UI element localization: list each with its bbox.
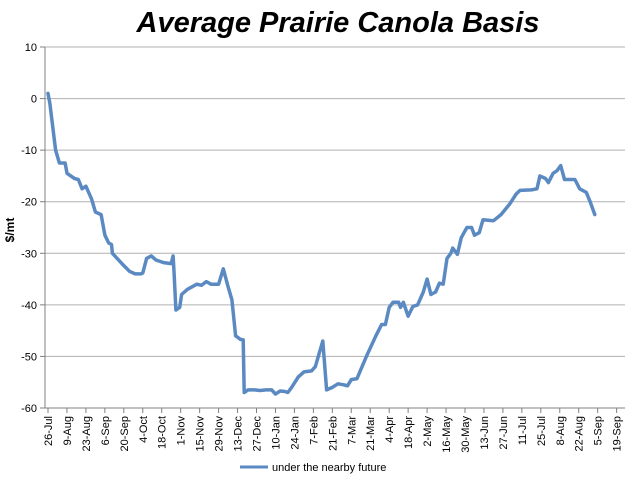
x-tick-label: 13-Dec: [233, 416, 245, 452]
y-tick-label: -60: [21, 403, 37, 415]
x-tick-label: 23-Aug: [81, 416, 93, 451]
y-tick-label: -40: [21, 300, 37, 312]
x-tick-label: 18-Apr: [403, 416, 415, 449]
x-tick-label: 16-May: [441, 416, 453, 453]
x-tick-label: 4-Oct: [138, 416, 150, 443]
x-tick-label: 4-Apr: [384, 416, 396, 443]
chart-title: Average Prairie Canola Basis: [136, 7, 540, 39]
x-axis: 26-Jul 9-Aug 23-Aug 6-Sep 20-Sep 4-Oct 18-Oct 1…: [43, 407, 625, 453]
x-tick-label: 11-Jul: [517, 416, 529, 445]
x-tick-label: 5-Sep: [593, 416, 605, 445]
x-tick-label: 18-Oct: [157, 416, 169, 449]
x-tick-label: 29-Nov: [214, 416, 226, 452]
legend-label: under the nearby future: [272, 462, 386, 474]
y-tick-label: -50: [21, 351, 37, 363]
legend: under the nearby future: [240, 462, 386, 474]
x-tick-label: 10-Jan: [270, 416, 282, 450]
y-tick-label: -20: [21, 197, 37, 209]
series-line: [46, 91, 597, 396]
x-tick-label: 25-Jul: [536, 416, 548, 446]
x-tick-label: 2-May: [422, 416, 434, 447]
x-tick-label: 21-Mar: [365, 416, 377, 451]
y-tick-label: -10: [21, 145, 37, 157]
x-tick-label: 19-Sep: [612, 416, 624, 451]
x-tick-label: 27-Jun: [498, 416, 510, 450]
y-tick-label: -30: [21, 248, 37, 260]
x-tick-label: 24-Jan: [289, 416, 301, 450]
x-tick-label: 22-Aug: [574, 416, 586, 451]
x-tick-label: 15-Nov: [195, 416, 207, 452]
x-tick-label: 30-May: [460, 416, 472, 453]
x-tick-label: 27-Dec: [251, 416, 263, 452]
x-tick-label: 7-Feb: [308, 416, 320, 445]
y-axis: 10 0 -10 -20 -30 -40 -50 -60: [21, 42, 46, 415]
x-tick-label: 1-Nov: [176, 416, 188, 446]
x-tick-label: 9-Aug: [62, 416, 74, 445]
x-tick-label: 7-Mar: [346, 416, 358, 445]
x-tick-label: 20-Sep: [119, 416, 131, 451]
x-tick-label: 8-Aug: [555, 416, 567, 445]
x-tick-label: 13-Jun: [479, 416, 491, 450]
y-axis-title: $/mt: [3, 218, 17, 243]
x-tick-label: 6-Sep: [100, 416, 112, 445]
gridlines: [45, 46, 625, 357]
y-tick-label: 0: [31, 94, 37, 106]
x-tick-label: 21-Feb: [327, 416, 339, 451]
x-tick-label: 26-Jul: [43, 416, 55, 446]
series-group: [46, 91, 597, 396]
y-tick-label: 10: [25, 42, 37, 54]
